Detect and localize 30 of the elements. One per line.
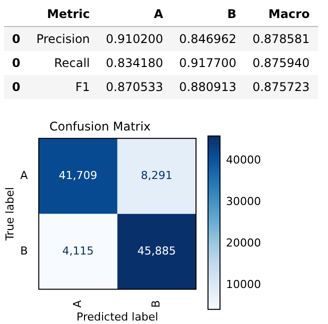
text: 0.875723: [252, 80, 310, 94]
category-label: A: [98, 2, 172, 26]
chart-title: Confusion Matrix: [49, 119, 151, 134]
color-bar-label: 30000: [226, 194, 261, 208]
category-label: 0: [12, 32, 20, 46]
data-label: 4,115: [62, 244, 94, 258]
text: 0.880913: [179, 80, 236, 94]
text: 0.878581: [252, 32, 310, 46]
text: Precision: [36, 32, 90, 46]
x-axis-title: Predicted label: [76, 310, 158, 324]
category-label: 0: [12, 80, 20, 94]
text: 0.875940: [252, 56, 310, 70]
y-axis-title: True label: [3, 187, 16, 242]
text: F1: [75, 80, 90, 94]
text: 0.870533: [106, 80, 164, 94]
category-label: Macro: [244, 2, 318, 26]
text: 0.917700: [179, 56, 236, 70]
category-label: B: [171, 2, 244, 26]
color-bar-label: 10000: [226, 278, 261, 291]
category-label: 0: [12, 56, 20, 70]
color-bar-label: 40000: [226, 153, 261, 166]
text: 0.834180: [106, 56, 164, 70]
text: 0.910200: [106, 32, 164, 46]
color-bar-label: 20000: [226, 236, 261, 250]
text: Recall: [54, 56, 90, 70]
category-label: Metric: [28, 2, 98, 26]
data-label: 8,291: [140, 168, 172, 182]
data-label: 45,885: [137, 244, 176, 258]
data-label: 41,709: [58, 168, 98, 182]
text: 0.846962: [179, 32, 236, 46]
